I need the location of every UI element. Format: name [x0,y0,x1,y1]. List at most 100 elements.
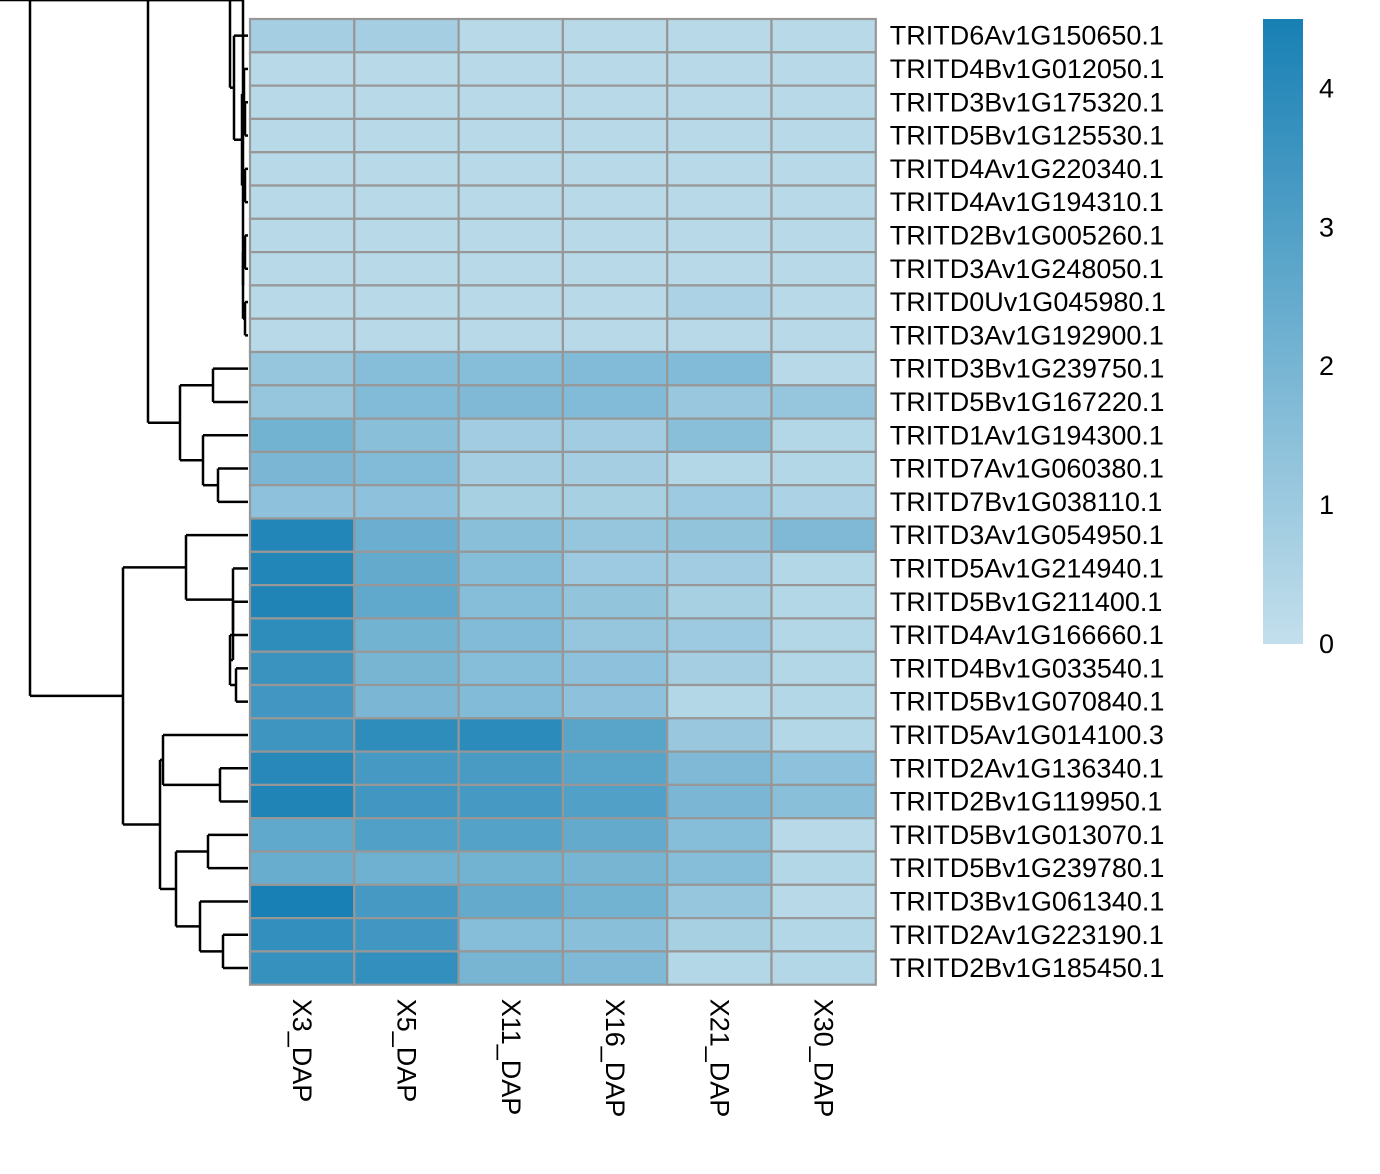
heatmap-cell [457,350,565,387]
column-label: X11_DAP [496,999,526,1116]
row-label: TRITD3Av1G192900.1 [890,320,1164,350]
heatmap-cell [770,950,877,986]
heatmap-cell [457,617,565,653]
heatmap-cell [248,583,356,620]
heatmap-cell [770,916,877,953]
heatmap-cell [666,284,773,320]
heatmap-cell [666,417,773,454]
heatmap-cell [770,550,877,587]
heatmap-cell [770,184,877,220]
heatmap-cell [248,783,356,820]
heatmap-cell [666,617,773,653]
row-label: TRITD4Av1G220340.1 [890,154,1164,184]
row-label: TRITD5Bv1G239780.1 [890,853,1165,883]
heatmap-cell [770,717,877,753]
heatmap-cell [770,850,877,886]
heatmap-cell [353,583,460,620]
column-label: X5_DAP [391,999,421,1103]
heatmap-cell [457,284,565,320]
heatmap-cell [770,450,877,487]
row-label: TRITD3Bv1G061340.1 [890,886,1165,916]
heatmap-cell [770,251,877,287]
heatmap-cell [248,84,356,120]
heatmap-cell [353,783,460,820]
heatmap-cell [248,251,356,287]
heatmap-cell [248,550,356,587]
heatmap-cell [248,117,356,154]
column-labels: X3_DAP X5_DAP X11_DAP X16_DAP X21_DAP X30_DAP [287,999,839,1118]
heatmap-cell [457,650,565,687]
heatmap-cell [248,617,356,653]
row-label: TRITD5Bv1G125530.1 [890,121,1165,151]
heatmap-cell [353,817,460,853]
heatmap-cell [770,417,877,454]
heatmap-cell [248,450,356,487]
row-label: TRITD3Av1G248050.1 [890,254,1164,284]
row-label: TRITD5Av1G214940.1 [890,553,1164,583]
heatmap-cell [457,184,565,220]
heatmap-cell [561,583,669,620]
heatmap-cell [666,783,773,820]
row-label: TRITD2Av1G136340.1 [890,753,1164,783]
legend-tick-label: 4 [1319,73,1334,103]
heatmap-cell [561,650,669,687]
heatmap-cell [353,350,460,387]
row-label: TRITD3Bv1G175320.1 [890,87,1165,117]
heatmap-cell [353,17,460,54]
color-legend: 0 1 2 3 4 [1263,19,1334,659]
heatmap-cell [666,317,773,354]
heatmap-cell [457,850,565,886]
heatmap-cell [353,550,460,587]
heatmap-cell [248,217,356,254]
heatmap-cell [353,184,460,220]
heatmap-cell [353,151,460,187]
row-label: TRITD4Av1G194310.1 [890,187,1164,217]
heatmap-cell [248,883,356,920]
heatmap-cell [666,850,773,886]
heatmap-cell [666,717,773,753]
row-label: TRITD5Bv1G211400.1 [890,587,1163,617]
heatmap-cell [248,916,356,953]
heatmap-cell [457,717,565,753]
heatmap-cell [561,284,669,320]
heatmap-cell [770,783,877,820]
heatmap-cell [561,251,669,287]
heatmap-cell [353,117,460,154]
heatmap-cell [561,151,669,187]
column-label: X21_DAP [704,999,734,1118]
heatmap-cell [248,484,356,520]
row-label: TRITD5Bv1G070840.1 [890,687,1165,717]
heatmap-cell [457,117,565,154]
heatmap-cell [666,950,773,986]
heatmap-cell [770,617,877,653]
heatmap-cell [353,650,460,687]
heatmap-cell [561,817,669,853]
heatmap-cell [353,916,460,953]
row-label: TRITD6Av1G150650.1 [890,21,1164,51]
row-label: TRITD4Av1G166660.1 [890,620,1164,650]
heatmap-cell [353,750,460,786]
heatmap-cell [666,817,773,853]
heatmap-cell [561,417,669,454]
heatmap-cell [666,583,773,620]
heatmap-cell [770,84,877,120]
heatmap-cell [666,17,773,54]
heatmap-cell [457,817,565,853]
heatmap-cell [666,51,773,87]
heatmap-cell [770,17,877,54]
heatmap-cell [457,950,565,986]
row-labels: TRITD6Av1G150650.1TRITD4Bv1G012050.1TRIT… [890,21,1166,983]
heatmap-cell [457,151,565,187]
heatmap-cell [248,317,356,354]
heatmap-cell [248,350,356,387]
heatmap-cell [666,883,773,920]
heatmap-cell [248,817,356,853]
heatmap-cell [248,384,356,420]
heatmap-cell [666,484,773,520]
heatmap-cell [457,750,565,786]
heatmap-cell [666,217,773,254]
row-label: TRITD2Bv1G185450.1 [890,953,1165,983]
heatmap-cell [248,17,356,54]
heatmap-cell [457,217,565,254]
heatmap-cell [457,317,565,354]
